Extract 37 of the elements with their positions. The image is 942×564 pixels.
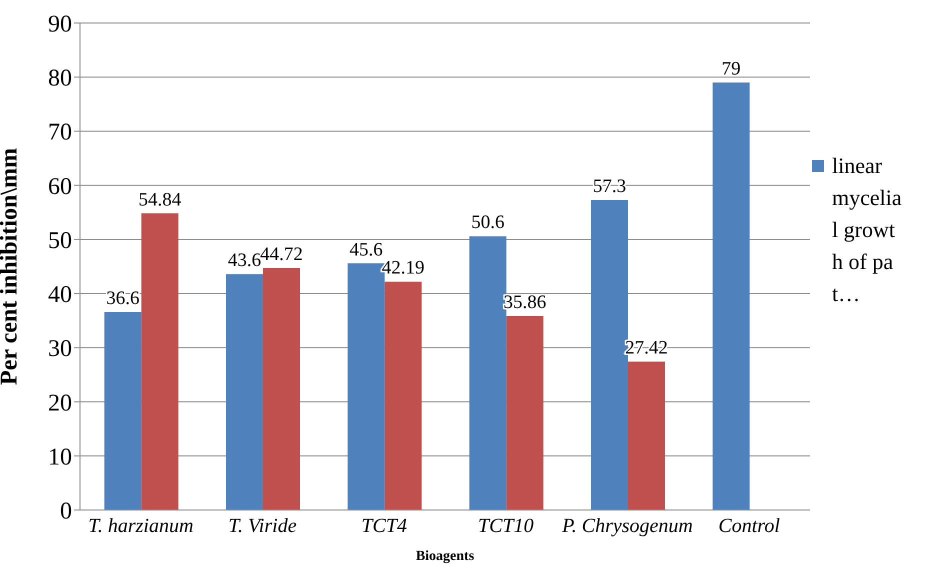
data-label: 44.72	[260, 244, 303, 266]
y-tick-label: 50	[48, 228, 72, 254]
y-tick-label: 80	[48, 66, 72, 92]
y-tick-label: 90	[48, 12, 72, 38]
y-tick-label: 60	[48, 174, 72, 200]
bar	[628, 362, 665, 510]
data-label: 57.3	[592, 176, 626, 197]
data-label: 54.84	[138, 189, 182, 210]
x-tick-label: P. Chrysogenum	[561, 515, 693, 538]
data-label: 45.6	[350, 239, 383, 260]
bar	[469, 236, 506, 510]
y-tick-label: 40	[48, 282, 72, 308]
data-label: 79	[722, 58, 741, 80]
legend-label: linear mycelial growth of pat…	[832, 152, 903, 308]
bar	[104, 312, 142, 510]
x-tick-label: T. harzianum	[88, 515, 194, 538]
y-tick-label: 10	[48, 444, 72, 470]
bar	[141, 213, 178, 510]
y-tick-label: 0	[60, 498, 72, 525]
bar	[226, 274, 263, 510]
x-tick-label: T. Viride	[228, 515, 297, 538]
x-tick-label: Control	[718, 515, 780, 538]
bar	[384, 282, 422, 510]
bar	[506, 316, 544, 510]
y-tick-label: 20	[48, 390, 72, 416]
bar	[591, 200, 628, 510]
x-axis-title: Bioagents	[416, 549, 475, 564]
data-label: 50.6	[471, 212, 504, 234]
data-label: 36.6	[106, 288, 140, 309]
x-tick-label: TCT10	[478, 515, 534, 538]
y-axis-title: Per cent inhibition\mm	[0, 148, 23, 385]
x-tick-label: TCT4	[361, 515, 407, 538]
y-tick-label: 30	[48, 336, 72, 362]
y-tick-label: 70	[48, 120, 72, 146]
bar	[712, 82, 750, 510]
data-label: 43.6	[228, 250, 262, 272]
bar	[263, 268, 300, 510]
